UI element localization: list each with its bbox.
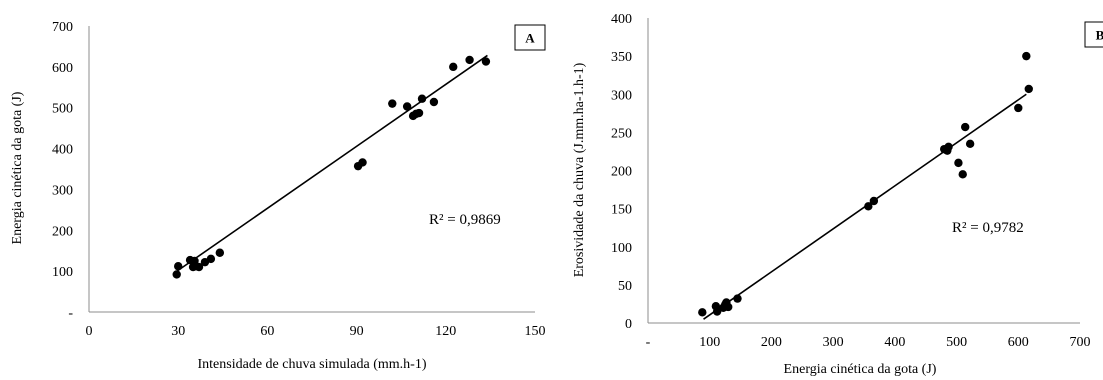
y-tick-label: 250 xyxy=(611,126,632,141)
data-point xyxy=(414,108,424,118)
x-tick-label: 700 xyxy=(1070,335,1091,350)
y-tick-label: 200 xyxy=(52,224,73,239)
panel-label: B xyxy=(1096,28,1103,43)
y-axis-title: Energia cinética da gota (J) xyxy=(10,91,25,244)
y-axis-ticks: - 100 200 300 400 500 600 700 xyxy=(52,20,73,321)
x-tick-label: - xyxy=(646,335,651,350)
x-tick-label: 0 xyxy=(86,324,93,339)
data-point xyxy=(965,139,975,149)
y-tick-label: 300 xyxy=(52,183,73,198)
y-tick-label: - xyxy=(68,306,73,321)
panel-label-box xyxy=(1084,21,1103,48)
data-point xyxy=(733,294,742,303)
y-axis-ticks: 0 50 100 150 200 250 300 350 400 xyxy=(611,12,632,332)
x-tick-label: 100 xyxy=(699,335,720,350)
data-point xyxy=(712,307,722,316)
x-tick-label: 60 xyxy=(260,324,274,339)
data-point xyxy=(358,158,367,167)
data-point xyxy=(402,102,412,111)
x-axis-ticks: 0 30 60 90 120 150 xyxy=(86,324,546,339)
x-axis-title: Energia cinética da gota (J) xyxy=(784,362,937,377)
y-axis-title: Erosividade da chuva (J.mm.ha-1.h-1) xyxy=(572,62,587,277)
y-tick-label: 100 xyxy=(52,265,73,280)
data-points xyxy=(698,51,1033,317)
x-tick-label: 200 xyxy=(761,335,782,350)
data-point xyxy=(724,302,733,312)
data-point xyxy=(465,55,474,65)
r2-label: R² = 0,9869 xyxy=(429,212,501,228)
data-point xyxy=(1014,103,1023,113)
x-axis-title: Intensidade de chuva simulada (mm.h-1) xyxy=(198,357,427,372)
data-point xyxy=(174,262,183,271)
data-point xyxy=(1022,51,1031,61)
panel-label-box xyxy=(514,24,546,51)
x-tick-label: 150 xyxy=(525,324,546,339)
x-tick-label: 90 xyxy=(350,324,364,339)
data-points xyxy=(172,55,491,279)
x-tick-label: 120 xyxy=(435,324,456,339)
x-tick-label: 500 xyxy=(946,335,967,350)
y-tick-label: 500 xyxy=(52,102,73,117)
data-point xyxy=(481,57,491,66)
data-point xyxy=(954,158,963,168)
data-point xyxy=(417,94,427,103)
y-tick-label: 400 xyxy=(52,143,73,158)
data-point xyxy=(449,62,458,72)
trendline xyxy=(174,54,488,274)
data-point xyxy=(429,97,439,107)
data-point xyxy=(698,308,707,317)
y-tick-label: 600 xyxy=(52,61,73,76)
data-point xyxy=(944,142,953,152)
y-tick-label: 300 xyxy=(611,88,632,103)
data-point xyxy=(194,262,204,272)
chart-b: 0 50 100 150 200 250 300 350 400 - 100 200 300 400 50… xyxy=(572,12,1103,377)
y-tick-label: 0 xyxy=(625,317,632,332)
x-tick-label: 600 xyxy=(1008,335,1029,350)
chart-a: - 100 200 300 400 500 600 700 0 30 60 90 120 150 Ene… xyxy=(10,20,546,372)
x-axis-ticks: - 100 200 300 400 500 600 700 xyxy=(646,335,1091,350)
y-tick-label: 100 xyxy=(611,241,632,256)
data-point xyxy=(1024,84,1033,94)
x-tick-label: 300 xyxy=(823,335,844,350)
panel-label: A xyxy=(525,31,535,46)
y-tick-label: 400 xyxy=(611,12,632,27)
data-point xyxy=(215,248,225,257)
y-tick-label: 200 xyxy=(611,165,632,180)
y-tick-label: 50 xyxy=(618,279,632,294)
x-tick-label: 400 xyxy=(884,335,905,350)
data-point xyxy=(961,122,970,132)
y-tick-label: 150 xyxy=(611,203,632,218)
y-tick-label: 700 xyxy=(52,20,73,35)
data-point xyxy=(958,170,967,179)
data-point xyxy=(172,270,181,279)
r2-label: R² = 0,9782 xyxy=(952,220,1024,236)
data-point xyxy=(206,254,216,264)
x-tick-label: 30 xyxy=(171,324,185,339)
data-point xyxy=(869,196,879,206)
y-tick-label: 350 xyxy=(611,50,632,65)
data-point xyxy=(864,202,873,211)
data-point xyxy=(388,99,397,108)
